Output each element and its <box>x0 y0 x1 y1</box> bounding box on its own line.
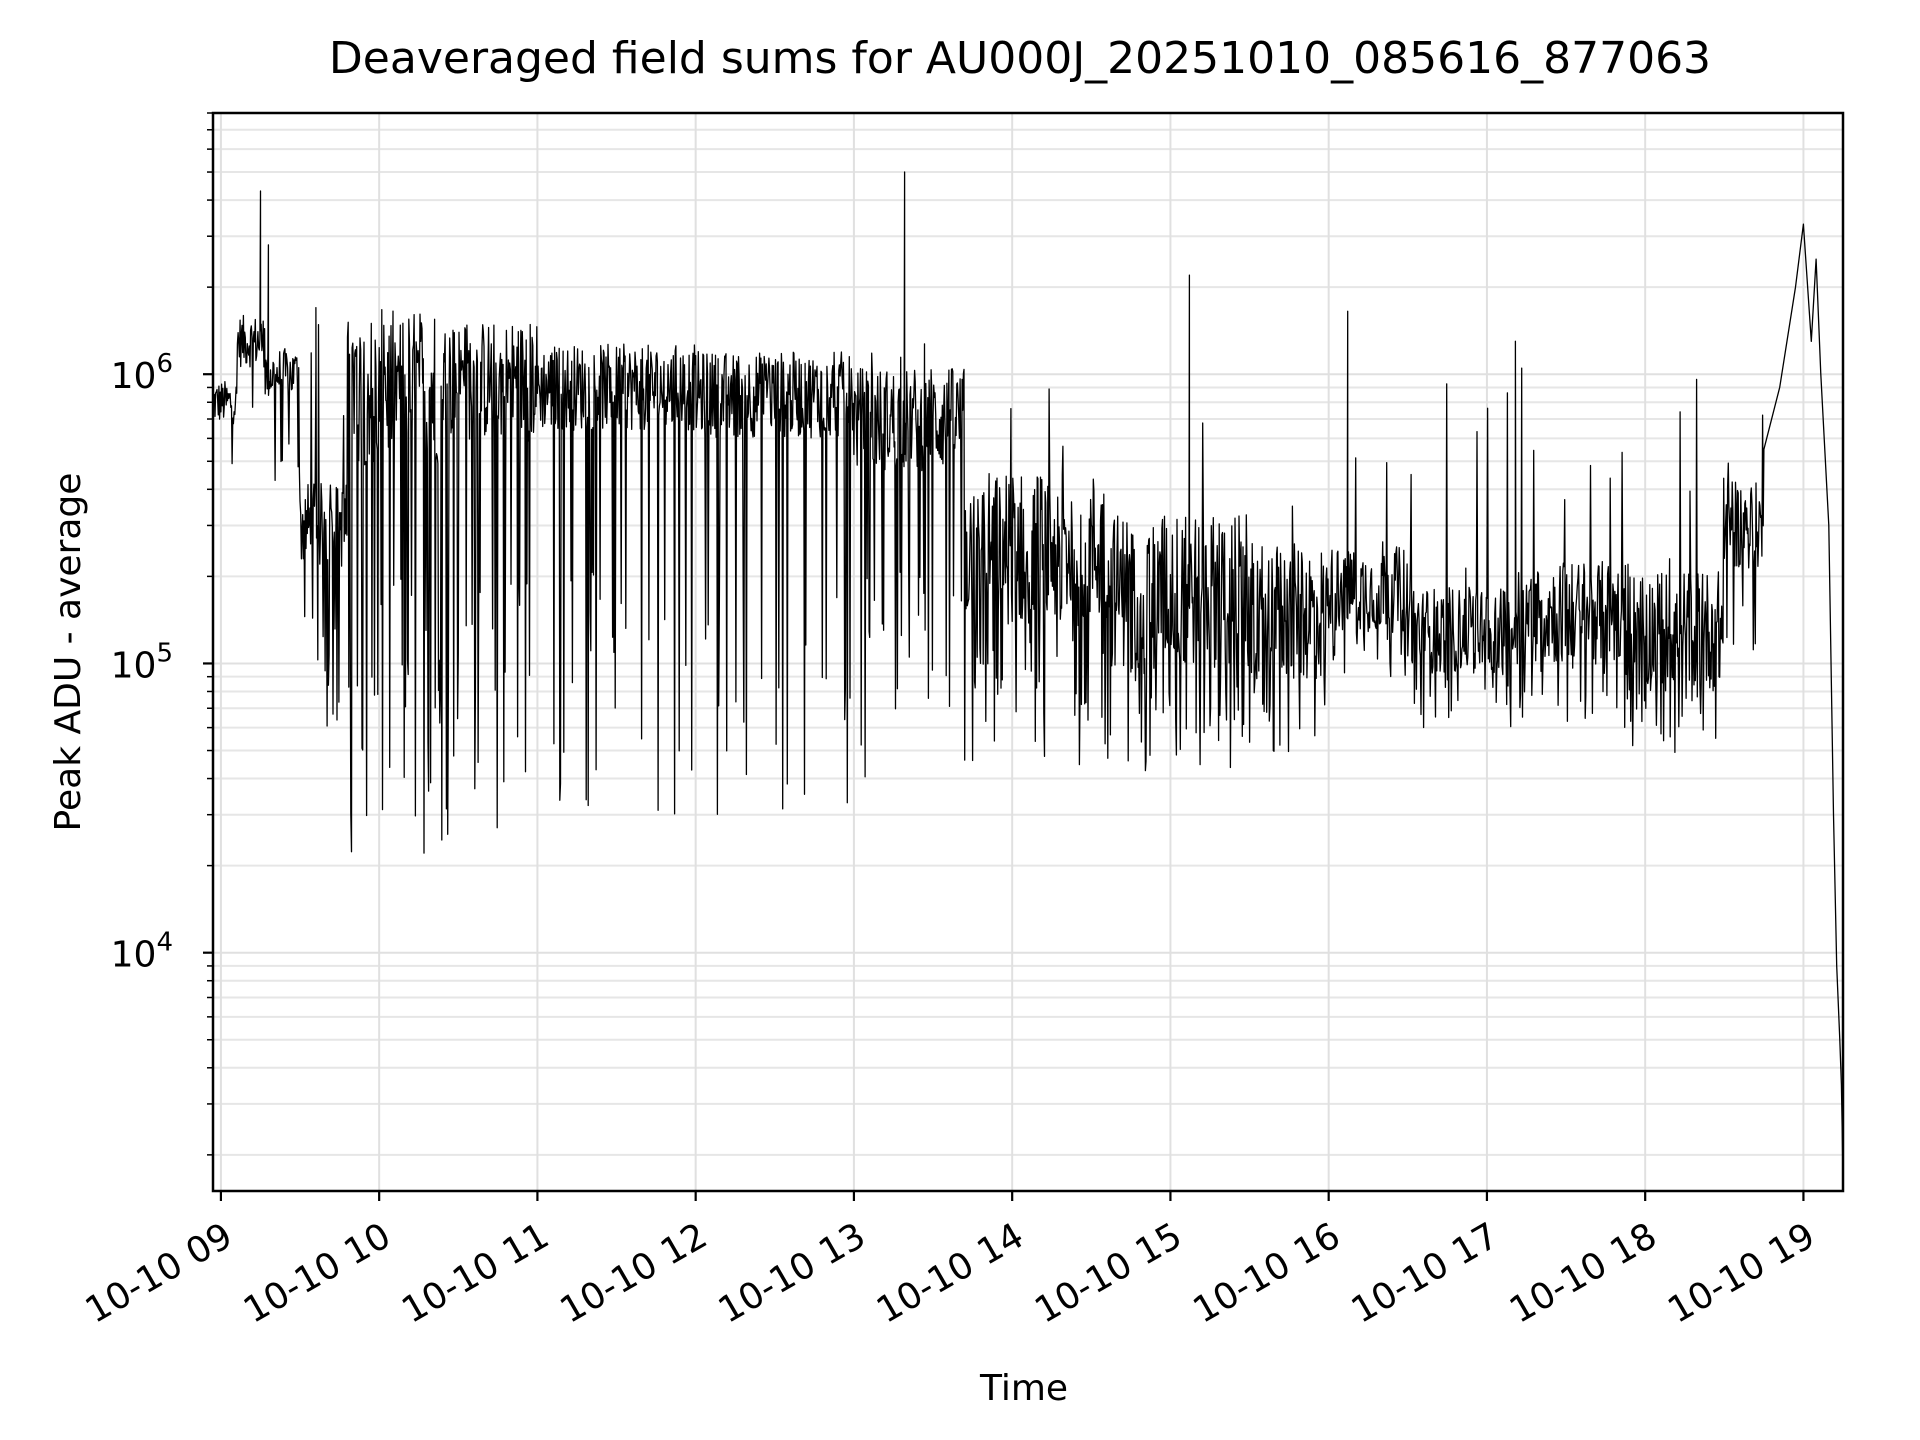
y-tick-exponent: 6 <box>156 349 173 379</box>
y-tick-base: 10 <box>111 356 157 397</box>
grid-layer <box>213 112 1843 1191</box>
y-tick-label: 104 <box>111 928 173 976</box>
y-tick-label: 106 <box>111 349 173 397</box>
y-tick-exponent: 5 <box>156 638 173 668</box>
chart-title: Deaveraged field sums for AU000J_2025101… <box>329 33 1711 84</box>
y-tick-base: 10 <box>111 935 157 976</box>
y-tick-exponent: 4 <box>156 928 173 958</box>
y-tick-base: 10 <box>111 645 157 686</box>
series-line-peak-adu <box>212 171 1844 1176</box>
plot-area-frame <box>211 111 1845 1193</box>
series-layer <box>212 171 1844 1176</box>
y-tick-label: 105 <box>111 638 173 686</box>
y-axis-label: Peak ADU - average <box>48 473 89 832</box>
x-axis-label: Time <box>979 1368 1068 1409</box>
